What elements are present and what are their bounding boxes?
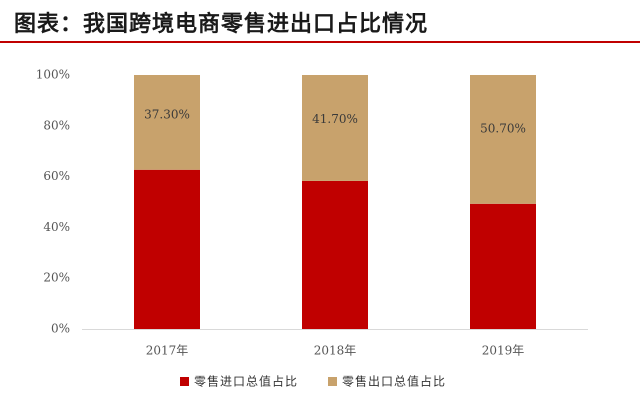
- bar-export-3: [470, 75, 536, 204]
- legend-swatch: [328, 377, 337, 386]
- bar-import-2: [302, 180, 368, 329]
- x-tick-label: 2017年: [146, 344, 189, 358]
- y-tick-label: 0%: [51, 322, 70, 336]
- bar-export-2: [302, 75, 368, 181]
- bar-import-1: [134, 169, 200, 329]
- data-label-1: 37.30%: [144, 107, 190, 121]
- bar-export-1: [134, 75, 200, 170]
- data-label-3: 50.70%: [480, 122, 526, 136]
- x-tick-label-group: 2017年 2018年 2019年: [146, 344, 525, 358]
- page-title: 图表：我国跨境电商零售进出口占比情况: [14, 12, 429, 37]
- legend-label: 零售进口总值占比: [194, 374, 298, 389]
- y-tick-label: 80%: [43, 118, 70, 132]
- bar-group: [134, 75, 536, 329]
- y-tick-label: 60%: [43, 169, 70, 183]
- title-divider: [0, 41, 640, 43]
- data-label-group: 37.30% 41.70% 50.70%: [144, 107, 526, 135]
- y-tick-label: 20%: [43, 271, 70, 285]
- y-tick-label: 100%: [36, 68, 70, 82]
- data-label-2: 41.70%: [312, 112, 358, 126]
- y-tick-label: 40%: [43, 220, 70, 234]
- x-tick-label: 2019年: [482, 344, 525, 358]
- y-tick-label-group: 0% 20% 40% 60% 80% 100%: [36, 68, 70, 336]
- x-tick-label: 2018年: [314, 344, 357, 358]
- legend: 零售进口总值占比 零售出口总值占比: [180, 374, 446, 389]
- bar-import-3: [470, 203, 536, 329]
- legend-swatch: [180, 377, 189, 386]
- legend-label: 零售出口总值占比: [342, 374, 446, 389]
